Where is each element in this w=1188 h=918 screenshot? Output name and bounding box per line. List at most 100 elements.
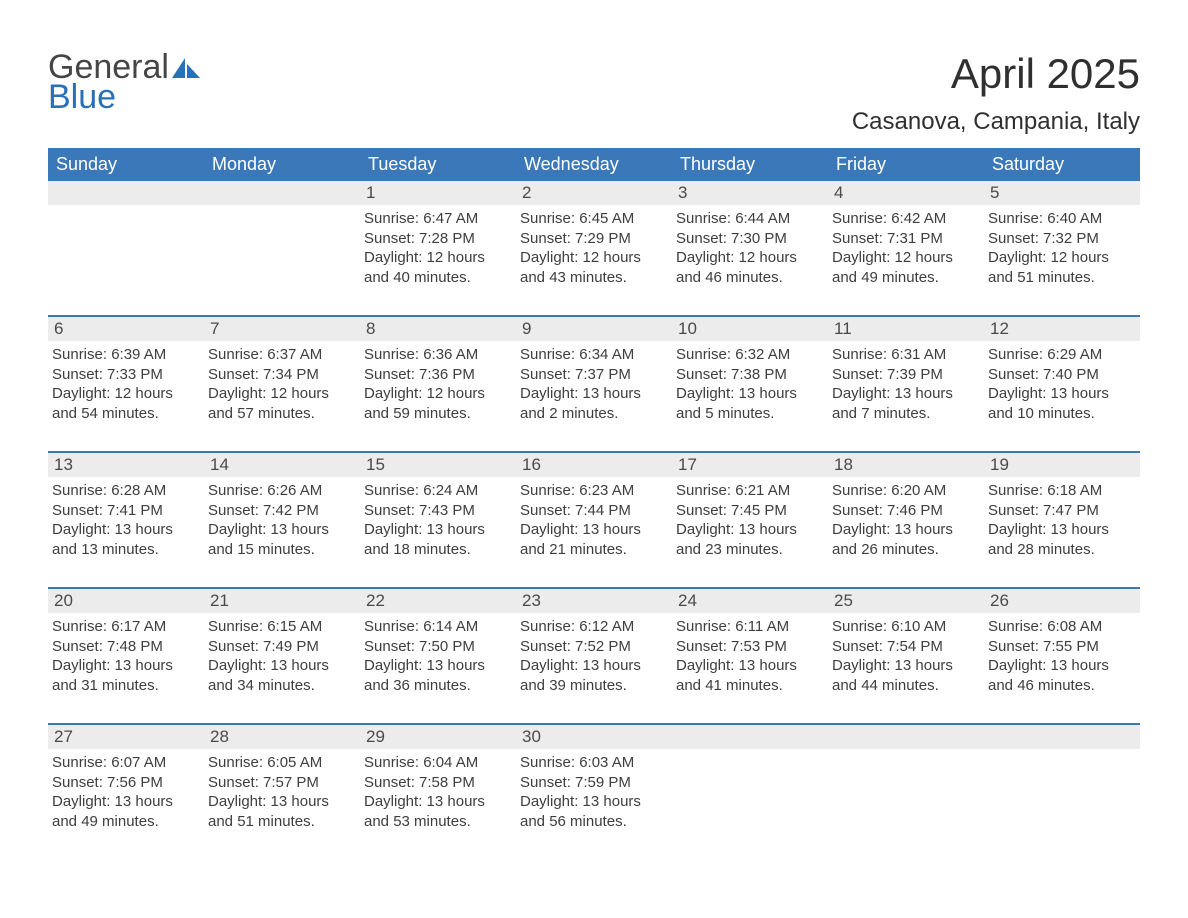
weekday-header: Tuesday [360,148,516,181]
day-details: Sunrise: 6:23 AMSunset: 7:44 PMDaylight:… [516,477,672,563]
sunset-text: Sunset: 7:50 PM [364,637,510,657]
calendar-day-cell: 23Sunrise: 6:12 AMSunset: 7:52 PMDayligh… [516,589,672,719]
sunrise-text: Sunrise: 6:45 AM [520,209,666,229]
daylight-text: Daylight: 12 hours and 43 minutes. [520,248,666,287]
day-details: Sunrise: 6:40 AMSunset: 7:32 PMDaylight:… [984,205,1140,291]
sunset-text: Sunset: 7:49 PM [208,637,354,657]
day-number: 16 [516,453,672,477]
day-number [204,181,360,205]
sunrise-text: Sunrise: 6:23 AM [520,481,666,501]
sunset-text: Sunset: 7:33 PM [52,365,198,385]
sunrise-text: Sunrise: 6:04 AM [364,753,510,773]
sunrise-text: Sunrise: 6:39 AM [52,345,198,365]
sunrise-text: Sunrise: 6:11 AM [676,617,822,637]
day-number [984,725,1140,749]
sunset-text: Sunset: 7:54 PM [832,637,978,657]
day-number [48,181,204,205]
day-details: Sunrise: 6:17 AMSunset: 7:48 PMDaylight:… [48,613,204,699]
sunrise-text: Sunrise: 6:42 AM [832,209,978,229]
day-number: 27 [48,725,204,749]
calendar-day-cell: 25Sunrise: 6:10 AMSunset: 7:54 PMDayligh… [828,589,984,719]
sunset-text: Sunset: 7:53 PM [676,637,822,657]
sunrise-text: Sunrise: 6:08 AM [988,617,1134,637]
day-details: Sunrise: 6:31 AMSunset: 7:39 PMDaylight:… [828,341,984,427]
sunset-text: Sunset: 7:47 PM [988,501,1134,521]
sunset-text: Sunset: 7:28 PM [364,229,510,249]
calendar-day-cell: 19Sunrise: 6:18 AMSunset: 7:47 PMDayligh… [984,453,1140,583]
day-details: Sunrise: 6:05 AMSunset: 7:57 PMDaylight:… [204,749,360,835]
sunset-text: Sunset: 7:31 PM [832,229,978,249]
sunset-text: Sunset: 7:44 PM [520,501,666,521]
calendar-day-cell: 24Sunrise: 6:11 AMSunset: 7:53 PMDayligh… [672,589,828,719]
day-number: 24 [672,589,828,613]
day-number [672,725,828,749]
daylight-text: Daylight: 12 hours and 46 minutes. [676,248,822,287]
daylight-text: Daylight: 13 hours and 31 minutes. [52,656,198,695]
day-details: Sunrise: 6:28 AMSunset: 7:41 PMDaylight:… [48,477,204,563]
calendar-day-cell: 26Sunrise: 6:08 AMSunset: 7:55 PMDayligh… [984,589,1140,719]
daylight-text: Daylight: 13 hours and 5 minutes. [676,384,822,423]
brand-logo: General Blue [48,50,202,114]
day-number: 17 [672,453,828,477]
day-number: 1 [360,181,516,205]
daylight-text: Daylight: 12 hours and 40 minutes. [364,248,510,287]
sunset-text: Sunset: 7:48 PM [52,637,198,657]
daylight-text: Daylight: 13 hours and 2 minutes. [520,384,666,423]
calendar-day-cell: 4Sunrise: 6:42 AMSunset: 7:31 PMDaylight… [828,181,984,311]
sunrise-text: Sunrise: 6:24 AM [364,481,510,501]
weekday-header: Friday [828,148,984,181]
calendar-day-cell: 20Sunrise: 6:17 AMSunset: 7:48 PMDayligh… [48,589,204,719]
day-number: 28 [204,725,360,749]
calendar-day-cell: 17Sunrise: 6:21 AMSunset: 7:45 PMDayligh… [672,453,828,583]
weekday-header: Sunday [48,148,204,181]
page-header: General Blue April 2025 Casanova, Campan… [48,50,1140,136]
sunrise-text: Sunrise: 6:18 AM [988,481,1134,501]
day-number: 18 [828,453,984,477]
calendar-day-cell [984,725,1140,855]
day-number: 20 [48,589,204,613]
day-number: 30 [516,725,672,749]
sunrise-text: Sunrise: 6:21 AM [676,481,822,501]
sunrise-text: Sunrise: 6:17 AM [52,617,198,637]
day-details: Sunrise: 6:04 AMSunset: 7:58 PMDaylight:… [360,749,516,835]
day-details: Sunrise: 6:39 AMSunset: 7:33 PMDaylight:… [48,341,204,427]
calendar-day-cell: 12Sunrise: 6:29 AMSunset: 7:40 PMDayligh… [984,317,1140,447]
sunrise-text: Sunrise: 6:15 AM [208,617,354,637]
day-details: Sunrise: 6:44 AMSunset: 7:30 PMDaylight:… [672,205,828,291]
daylight-text: Daylight: 13 hours and 49 minutes. [52,792,198,831]
sunset-text: Sunset: 7:41 PM [52,501,198,521]
day-number: 12 [984,317,1140,341]
day-number: 8 [360,317,516,341]
sunset-text: Sunset: 7:59 PM [520,773,666,793]
calendar-day-cell: 7Sunrise: 6:37 AMSunset: 7:34 PMDaylight… [204,317,360,447]
sunset-text: Sunset: 7:52 PM [520,637,666,657]
sunset-text: Sunset: 7:43 PM [364,501,510,521]
day-details: Sunrise: 6:20 AMSunset: 7:46 PMDaylight:… [828,477,984,563]
calendar-day-cell: 27Sunrise: 6:07 AMSunset: 7:56 PMDayligh… [48,725,204,855]
day-details: Sunrise: 6:14 AMSunset: 7:50 PMDaylight:… [360,613,516,699]
calendar-page: General Blue April 2025 Casanova, Campan… [0,0,1188,895]
calendar-week: 6Sunrise: 6:39 AMSunset: 7:33 PMDaylight… [48,315,1140,447]
calendar-day-cell: 1Sunrise: 6:47 AMSunset: 7:28 PMDaylight… [360,181,516,311]
day-number: 11 [828,317,984,341]
day-details: Sunrise: 6:12 AMSunset: 7:52 PMDaylight:… [516,613,672,699]
sunrise-text: Sunrise: 6:03 AM [520,753,666,773]
day-details: Sunrise: 6:42 AMSunset: 7:31 PMDaylight:… [828,205,984,291]
day-details: Sunrise: 6:15 AMSunset: 7:49 PMDaylight:… [204,613,360,699]
sunrise-text: Sunrise: 6:32 AM [676,345,822,365]
sunset-text: Sunset: 7:46 PM [832,501,978,521]
day-number: 9 [516,317,672,341]
daylight-text: Daylight: 13 hours and 18 minutes. [364,520,510,559]
daylight-text: Daylight: 13 hours and 39 minutes. [520,656,666,695]
sunset-text: Sunset: 7:57 PM [208,773,354,793]
sunset-text: Sunset: 7:36 PM [364,365,510,385]
sunrise-text: Sunrise: 6:12 AM [520,617,666,637]
daylight-text: Daylight: 13 hours and 44 minutes. [832,656,978,695]
day-details: Sunrise: 6:29 AMSunset: 7:40 PMDaylight:… [984,341,1140,427]
calendar-day-cell: 13Sunrise: 6:28 AMSunset: 7:41 PMDayligh… [48,453,204,583]
sunrise-text: Sunrise: 6:26 AM [208,481,354,501]
daylight-text: Daylight: 13 hours and 23 minutes. [676,520,822,559]
calendar-day-cell: 16Sunrise: 6:23 AMSunset: 7:44 PMDayligh… [516,453,672,583]
sunrise-text: Sunrise: 6:14 AM [364,617,510,637]
sunset-text: Sunset: 7:39 PM [832,365,978,385]
